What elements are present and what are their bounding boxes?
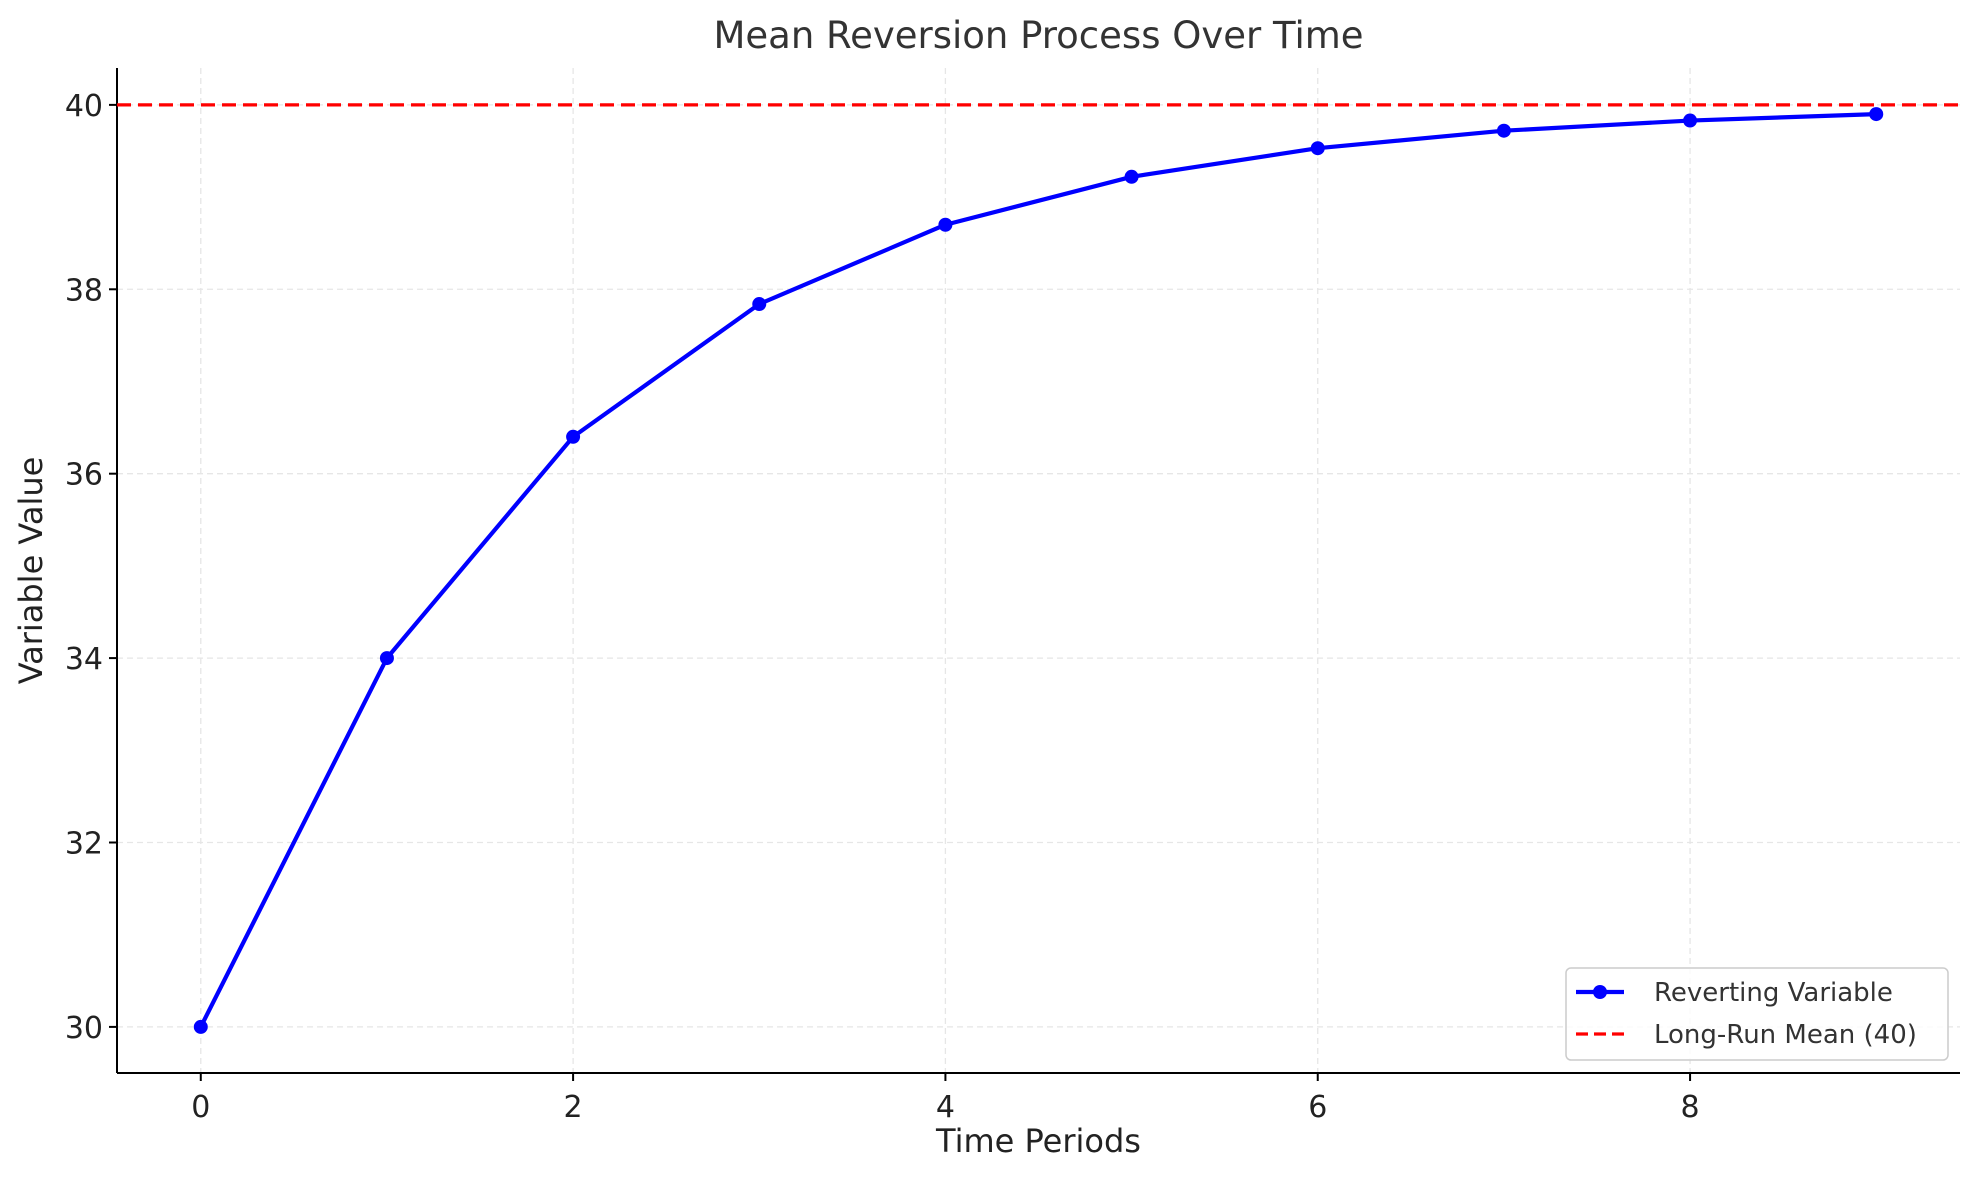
chart-title: Mean Reversion Process Over Time — [713, 14, 1363, 57]
y-tick-label: 32 — [65, 826, 103, 861]
grid — [117, 68, 1960, 1073]
series-line — [198, 112, 1877, 1028]
data-point — [566, 429, 581, 444]
x-tick-label: 4 — [936, 1090, 955, 1125]
legend: Reverting Variable Long-Run Mean (40) — [1565, 967, 1949, 1061]
x-tick-label: 0 — [191, 1090, 210, 1125]
y-tick-label: 40 — [65, 89, 103, 124]
data-point — [193, 1019, 208, 1034]
y-tick-label: 34 — [65, 642, 103, 677]
y-tick-label: 36 — [65, 458, 103, 493]
legend-swatch-marker — [1593, 985, 1607, 999]
data-point — [1869, 107, 1884, 122]
data-point — [1310, 141, 1325, 156]
y-tick-label: 38 — [65, 273, 103, 308]
y-tick-label: 30 — [65, 1011, 103, 1046]
data-point — [1496, 123, 1511, 138]
data-point — [938, 217, 953, 232]
data-point — [1683, 113, 1698, 128]
tick-labels: 0 2 4 6 8 30 32 34 36 38 40 — [65, 89, 1700, 1125]
x-tick-label: 6 — [1308, 1090, 1327, 1125]
data-point — [1124, 169, 1139, 184]
data-point — [379, 651, 394, 666]
data-point — [752, 297, 767, 312]
x-axis-label: Time Periods — [935, 1122, 1141, 1160]
legend-label: Long-Run Mean (40) — [1654, 1020, 1917, 1050]
x-tick-label: 2 — [564, 1090, 583, 1125]
y-axis-label: Variable Value — [12, 457, 50, 685]
series — [193, 107, 1884, 1034]
x-tick-label: 8 — [1681, 1090, 1700, 1125]
legend-box — [1565, 967, 1949, 1061]
axes — [116, 68, 1960, 1074]
legend-label: Reverting Variable — [1654, 978, 1893, 1008]
